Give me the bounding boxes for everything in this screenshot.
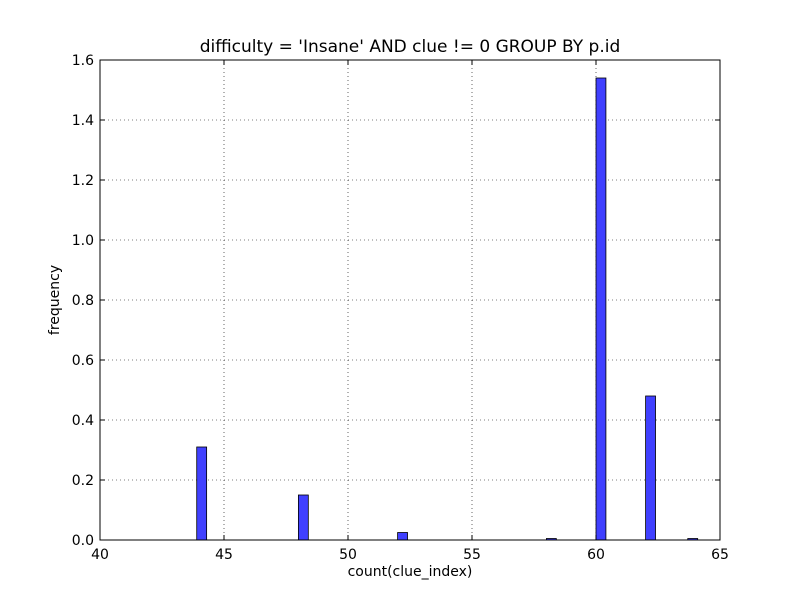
x-tick-label: 55	[463, 547, 481, 563]
y-tick-label: 1.2	[72, 173, 94, 189]
histogram-bar	[297, 494, 309, 541]
x-tick-label: 65	[711, 547, 729, 563]
y-tick-label: 0.8	[72, 293, 94, 309]
y-tick-label: 0.0	[72, 533, 94, 549]
chart-title: difficulty = 'Insane' AND clue != 0 GROU…	[200, 37, 621, 57]
y-tick-label: 1.6	[72, 53, 94, 69]
x-axis-label: count(clue_index)	[348, 564, 473, 580]
x-tick-label: 60	[587, 547, 605, 563]
y-tick-label: 0.2	[72, 473, 94, 489]
y-tick-label: 0.4	[72, 413, 94, 429]
histogram-bar	[397, 532, 408, 541]
tick-labels: 40 45 50 55 60 65 0.0 0.2 0.4 0.6 0.8 1.0 1.2 1.4 1.6	[72, 53, 729, 563]
histogram-bar	[595, 77, 607, 541]
y-tick-label: 1.0	[72, 233, 94, 249]
x-tick-label: 50	[339, 547, 357, 563]
y-tick-label: 0.6	[72, 353, 94, 369]
x-tick-label: 45	[215, 547, 233, 563]
x-tick-label: 40	[91, 547, 109, 563]
histogram-bar	[645, 395, 656, 541]
histogram-bar	[196, 446, 208, 541]
axis-ticks	[99, 59, 721, 541]
y-axis-label: frequency	[47, 265, 63, 335]
y-tick-label: 1.4	[72, 113, 94, 129]
